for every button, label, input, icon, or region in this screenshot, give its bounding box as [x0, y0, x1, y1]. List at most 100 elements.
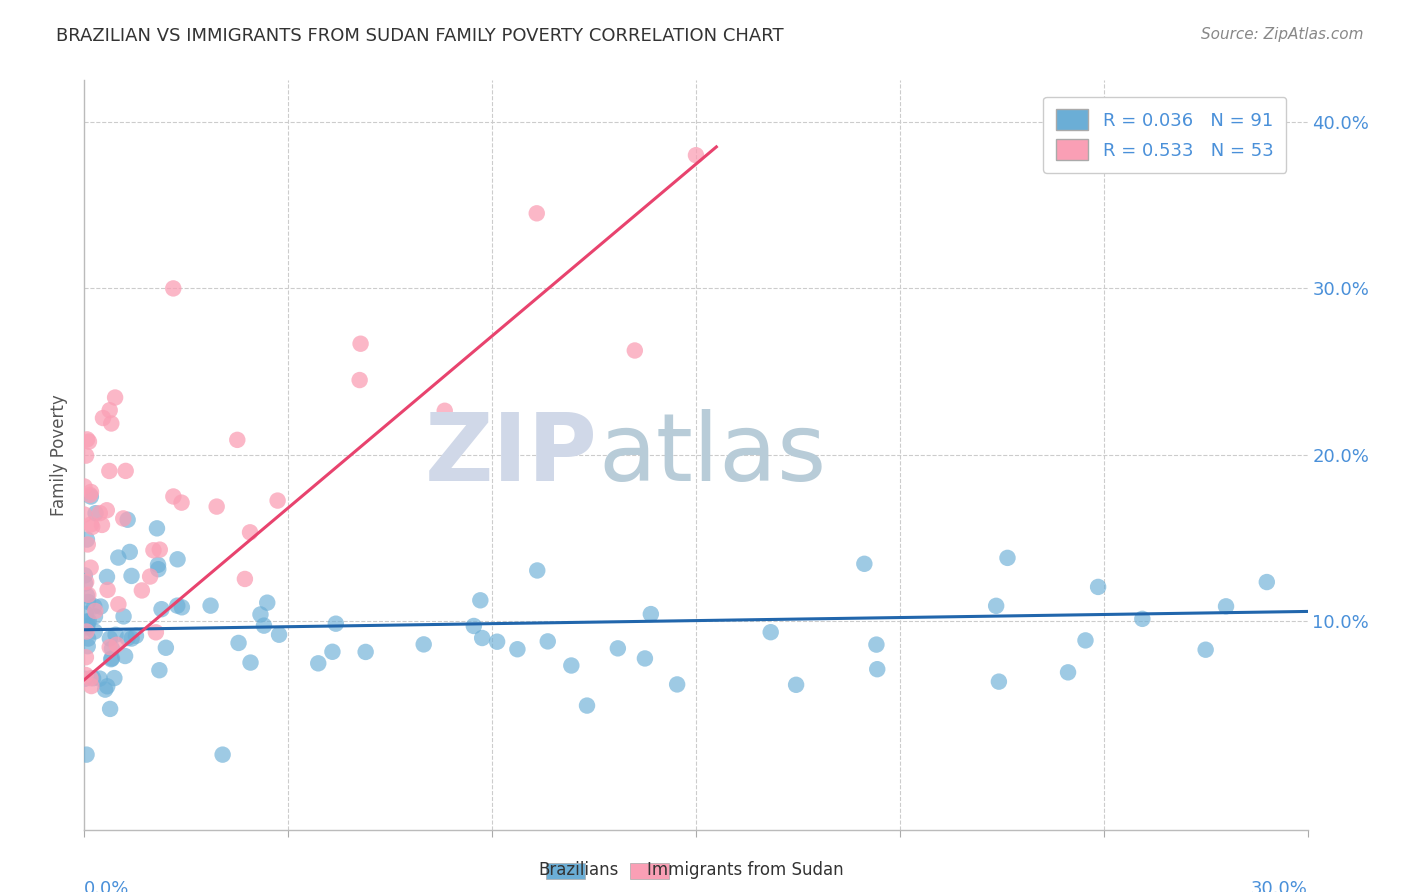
Point: [75, 668, 97, 682]
Point: [114, 648, 136, 663]
Point: [640, 607, 662, 621]
Point: [84, 506, 107, 520]
Point: [228, 636, 250, 650]
Point: [98, 632, 121, 646]
Point: [1256, 575, 1278, 590]
Point: [80, 484, 103, 499]
Text: Immigrants from Sudan: Immigrants from Sudan: [647, 861, 844, 879]
Text: 30.0%: 30.0%: [1251, 880, 1308, 892]
Y-axis label: Family Poverty: Family Poverty: [51, 394, 69, 516]
Point: [560, 658, 582, 673]
Point: [79, 671, 101, 685]
Point: [471, 631, 494, 645]
Point: [1215, 148, 1237, 162]
Point: [685, 148, 707, 162]
Point: [117, 513, 139, 527]
Point: [75, 607, 97, 621]
Point: [155, 640, 177, 655]
Point: [412, 637, 434, 651]
Point: [142, 543, 165, 558]
Point: [349, 373, 371, 387]
Point: [226, 433, 249, 447]
Point: [470, 593, 492, 607]
Point: [606, 641, 628, 656]
Point: [98, 464, 121, 478]
Point: [256, 596, 278, 610]
Point: [759, 625, 782, 640]
Point: [117, 631, 139, 645]
Point: [170, 495, 193, 509]
Point: [146, 521, 169, 535]
Point: [112, 609, 135, 624]
Point: [73, 576, 96, 591]
Point: [986, 599, 1008, 613]
Point: [96, 679, 118, 693]
Point: [200, 599, 222, 613]
Point: [576, 698, 599, 713]
Point: [121, 569, 143, 583]
Point: [148, 562, 170, 576]
Point: [75, 650, 97, 665]
Point: [104, 391, 127, 405]
Point: [1215, 599, 1237, 614]
Point: [77, 434, 100, 449]
Text: BRAZILIAN VS IMMIGRANTS FROM SUDAN FAMILY POVERTY CORRELATION CHART: BRAZILIAN VS IMMIGRANTS FROM SUDAN FAMIL…: [56, 27, 785, 45]
Point: [987, 674, 1010, 689]
Point: [97, 582, 120, 597]
Point: [76, 624, 98, 639]
Point: [82, 520, 104, 534]
Point: [1057, 665, 1080, 680]
Point: [83, 624, 105, 639]
Point: [266, 493, 288, 508]
Point: [131, 583, 153, 598]
Text: ZIP: ZIP: [425, 409, 598, 501]
Point: [162, 281, 184, 295]
Point: [84, 604, 107, 618]
Point: [77, 614, 100, 628]
Point: [114, 464, 136, 478]
Point: [249, 607, 271, 622]
Point: [321, 645, 343, 659]
Point: [125, 629, 148, 643]
Point: [89, 672, 111, 686]
Point: [166, 599, 188, 613]
Point: [526, 206, 548, 220]
Point: [433, 404, 456, 418]
Point: [75, 620, 97, 634]
Point: [73, 508, 96, 522]
Point: [166, 552, 188, 566]
Point: [624, 343, 647, 358]
Point: [349, 336, 371, 351]
Point: [98, 640, 121, 655]
Text: Source: ZipAtlas.com: Source: ZipAtlas.com: [1201, 27, 1364, 42]
Point: [149, 542, 172, 557]
Point: [205, 500, 228, 514]
Point: [73, 479, 96, 493]
Point: [98, 702, 121, 716]
Point: [211, 747, 233, 762]
Point: [101, 641, 124, 656]
Point: [73, 568, 96, 582]
Point: [170, 600, 193, 615]
Point: [506, 642, 529, 657]
Point: [107, 550, 129, 565]
Point: [354, 645, 377, 659]
Point: [139, 569, 162, 583]
Point: [146, 558, 169, 572]
Point: [76, 619, 98, 633]
Point: [307, 657, 329, 671]
Point: [76, 537, 98, 551]
Point: [785, 678, 807, 692]
Point: [96, 570, 118, 584]
Point: [997, 550, 1019, 565]
Point: [148, 663, 170, 677]
Point: [112, 511, 135, 525]
Point: [91, 411, 114, 425]
Point: [77, 632, 100, 646]
Point: [1195, 642, 1218, 657]
Point: [76, 533, 98, 547]
Point: [526, 564, 548, 578]
Point: [80, 517, 103, 532]
Point: [666, 677, 689, 691]
Point: [463, 619, 485, 633]
